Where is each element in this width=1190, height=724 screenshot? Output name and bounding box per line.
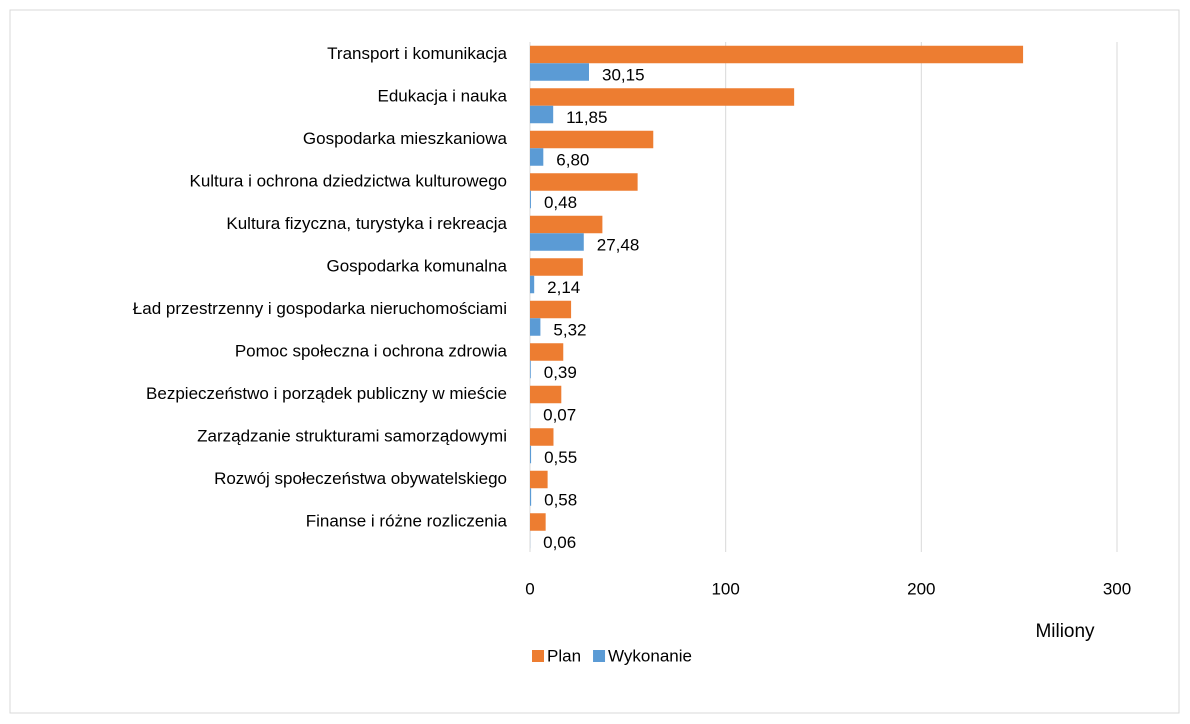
bar bbox=[530, 470, 548, 489]
bar bbox=[530, 445, 532, 464]
bar bbox=[530, 343, 564, 361]
data-label: 2,14 bbox=[547, 278, 580, 297]
y-tick-label: Kultura fizyczna, turystyka i rekreacja bbox=[226, 214, 507, 233]
y-tick-label: Kultura i ochrona dziedzictwa kulturoweg… bbox=[189, 171, 507, 190]
y-tick-label: Gospodarka mieszkaniowa bbox=[303, 129, 508, 148]
bar bbox=[530, 215, 603, 234]
data-label: 0,55 bbox=[544, 448, 577, 467]
x-axis-label: Miliony bbox=[1035, 621, 1095, 642]
y-tick-label: Finanse i różne rozliczenia bbox=[306, 511, 508, 530]
data-label: 0,48 bbox=[544, 193, 577, 212]
bar bbox=[530, 130, 654, 149]
data-label: 0,39 bbox=[544, 363, 577, 382]
bar bbox=[530, 148, 544, 166]
y-tick-label: Rozwój społeczeństwa obywatelskiego bbox=[214, 469, 507, 488]
data-label: 11,85 bbox=[566, 108, 607, 127]
data-label: 0,06 bbox=[543, 533, 576, 552]
y-tick-label: Transport i komunikacja bbox=[327, 44, 507, 63]
bar bbox=[530, 513, 546, 531]
bar bbox=[530, 190, 531, 209]
bar bbox=[530, 63, 589, 81]
y-tick-label: Gospodarka komunalna bbox=[326, 256, 507, 275]
bar bbox=[530, 385, 562, 404]
x-tick-label: 0 bbox=[525, 579, 534, 598]
bar bbox=[530, 300, 572, 319]
bar bbox=[530, 360, 531, 379]
data-label: 30,15 bbox=[602, 65, 645, 84]
x-tick-label: 100 bbox=[711, 579, 739, 598]
bar bbox=[530, 318, 541, 336]
bar bbox=[530, 173, 638, 191]
data-label: 6,80 bbox=[556, 150, 589, 169]
chart-border bbox=[9, 9, 1180, 714]
legend-swatch bbox=[593, 650, 606, 662]
y-tick-label: Bezpieczeństwo i porządek publiczny w mi… bbox=[146, 384, 507, 403]
bar bbox=[530, 275, 535, 294]
bar bbox=[530, 488, 532, 506]
legend-swatch bbox=[532, 650, 544, 662]
x-tick-label: 200 bbox=[907, 579, 935, 598]
y-tick-label: Edukacja i nauka bbox=[378, 86, 508, 105]
x-tick-label: 300 bbox=[1103, 579, 1131, 598]
bar bbox=[530, 45, 1024, 64]
bar bbox=[530, 258, 583, 276]
legend-label: Plan bbox=[547, 646, 581, 665]
bar bbox=[530, 88, 795, 106]
data-label: 0,58 bbox=[544, 490, 577, 509]
y-tick-label: Ład przestrzenny i gospodarka nieruchomo… bbox=[133, 299, 507, 318]
legend-label: Wykonanie bbox=[608, 646, 692, 665]
y-tick-label: Pomoc społeczna i ochrona zdrowia bbox=[235, 341, 508, 360]
y-tick-label: Zarządzanie strukturami samorządowymi bbox=[197, 426, 507, 445]
bar bbox=[530, 105, 554, 124]
bar bbox=[530, 233, 584, 251]
data-label: 27,48 bbox=[597, 235, 640, 254]
data-label: 5,32 bbox=[553, 320, 586, 339]
data-label: 0,07 bbox=[543, 405, 576, 424]
bar bbox=[530, 428, 554, 446]
